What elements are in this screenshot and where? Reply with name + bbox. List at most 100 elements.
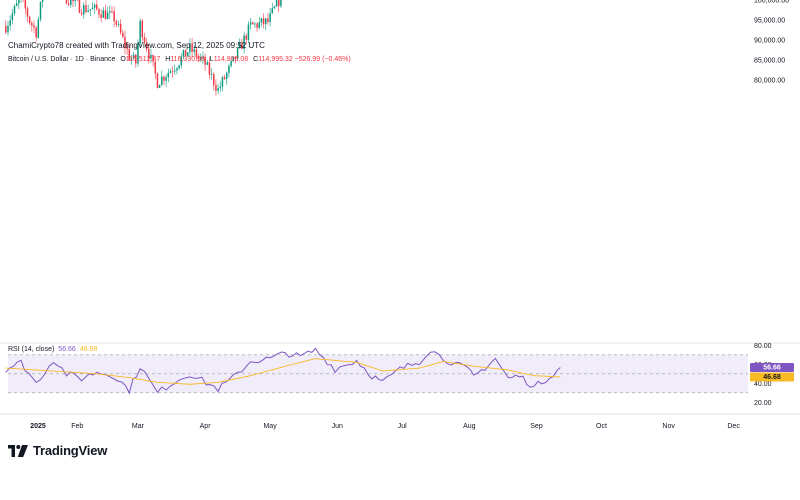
change-value: −526.99 (−0.46%) xyxy=(294,56,351,63)
candle-body xyxy=(11,13,14,21)
candle-body xyxy=(195,49,198,58)
candle xyxy=(236,46,239,61)
candle xyxy=(256,22,258,32)
candle-body xyxy=(141,20,144,38)
candle-body xyxy=(206,62,209,65)
candle-body xyxy=(234,56,237,59)
candle xyxy=(156,72,159,89)
candle-body xyxy=(28,16,31,23)
candle-body xyxy=(132,54,135,59)
candle xyxy=(219,81,222,92)
rsi-title[interactable]: RSI (14, close) xyxy=(8,346,55,353)
candle xyxy=(9,15,11,31)
rsi-value-tag-text: 56.66 xyxy=(763,364,781,371)
rsi-tick-label: 40.00 xyxy=(754,381,772,388)
candle-body xyxy=(41,0,44,2)
candle-body xyxy=(230,61,232,66)
candle-body xyxy=(204,56,206,65)
candle-body xyxy=(226,72,228,79)
candle-body xyxy=(104,10,107,19)
candle xyxy=(152,54,154,67)
candle-body xyxy=(150,54,152,59)
candle xyxy=(26,6,29,23)
candle-body xyxy=(154,61,157,74)
candle xyxy=(7,21,9,36)
tradingview-logo[interactable]: TradingView xyxy=(8,443,107,458)
candle xyxy=(182,49,185,60)
candle-body xyxy=(210,73,213,75)
candle-body xyxy=(122,32,124,37)
candle xyxy=(80,8,83,16)
candle-body xyxy=(115,21,118,25)
candle-body xyxy=(236,47,239,59)
candle-body xyxy=(221,77,224,87)
candle xyxy=(137,39,139,67)
candle-body xyxy=(26,8,29,17)
candle-body xyxy=(208,62,211,75)
candle xyxy=(180,53,183,69)
time-axis-label: Sep xyxy=(530,423,543,430)
candle xyxy=(39,1,42,22)
candle-body xyxy=(74,0,76,2)
candle xyxy=(187,51,189,58)
candle-body xyxy=(232,56,235,62)
candle xyxy=(275,0,278,7)
candle xyxy=(252,21,254,25)
candle xyxy=(191,37,193,58)
candle-body xyxy=(163,76,165,81)
ohlc-legend: Bitcoin / U.S. Dollar · 1D · Binance O11… xyxy=(8,56,351,63)
candle-body xyxy=(167,72,170,78)
time-axis-label: May xyxy=(263,423,277,430)
candle xyxy=(232,56,235,63)
candle-body xyxy=(89,9,92,11)
candle xyxy=(163,75,165,86)
candle-body xyxy=(191,43,193,52)
rsi-ma-value: 46.68 xyxy=(79,346,98,353)
candle-body xyxy=(85,5,87,12)
candle-body xyxy=(39,1,42,20)
candle xyxy=(184,49,187,57)
candle xyxy=(96,0,98,11)
candle-body xyxy=(184,49,187,57)
candle-body xyxy=(96,4,98,10)
time-axis-label: Oct xyxy=(596,423,607,430)
candle-body xyxy=(35,27,37,38)
candle xyxy=(161,70,163,87)
candle xyxy=(193,45,196,56)
time-axis-label: Jun xyxy=(332,423,343,430)
candle xyxy=(22,0,24,3)
candle xyxy=(143,32,146,45)
candle-body xyxy=(239,42,241,48)
symbol-label[interactable]: Bitcoin / U.S. Dollar · 1D · Binance xyxy=(8,56,116,63)
candle xyxy=(165,74,167,88)
candle-body xyxy=(156,73,159,88)
candle xyxy=(145,38,148,52)
candle-body xyxy=(100,14,102,18)
candle-body xyxy=(262,18,265,25)
candle xyxy=(260,17,263,27)
candle-body xyxy=(193,49,196,52)
candle-body xyxy=(217,88,219,91)
candle xyxy=(228,63,230,78)
candle-body xyxy=(280,0,282,7)
candle xyxy=(5,20,7,35)
candle xyxy=(176,67,178,75)
price-tick-label: 90,000.00 xyxy=(754,38,785,45)
candle xyxy=(258,17,261,30)
candle xyxy=(139,18,141,48)
candle xyxy=(265,17,267,31)
candle-body xyxy=(80,12,83,15)
candle xyxy=(65,0,68,5)
price-tick-label: 95,000.00 xyxy=(754,18,785,25)
candle xyxy=(158,84,161,88)
candle xyxy=(98,7,100,19)
candle xyxy=(154,56,157,80)
candle xyxy=(102,7,105,18)
candle xyxy=(148,44,150,64)
candle-body xyxy=(249,22,252,25)
candle xyxy=(67,0,70,7)
candle-body xyxy=(15,3,18,6)
candle xyxy=(18,0,20,10)
candle-body xyxy=(72,0,74,2)
candle xyxy=(150,49,152,63)
